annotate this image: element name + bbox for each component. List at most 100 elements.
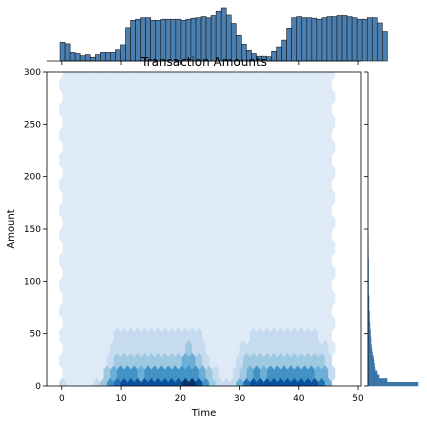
marginal-x-bar	[220, 7, 227, 62]
marginal-x-bar	[130, 20, 136, 62]
x-axis-ticks: 0 10 20 30 40 50	[59, 386, 364, 404]
hex-cell	[205, 72, 213, 81]
marginal-x-bar	[356, 18, 363, 62]
marginal-x-bar	[291, 17, 298, 62]
y-axis-label: Amount	[6, 209, 17, 248]
marginal-y-bar	[367, 348, 373, 353]
hex-cell	[144, 72, 152, 81]
hex-cell	[239, 72, 247, 81]
marginal-x-bar	[120, 44, 126, 62]
marginal-x-bar	[301, 17, 308, 62]
hex-cell	[157, 72, 166, 81]
hex-cell	[151, 72, 159, 81]
hex-cell	[123, 72, 131, 81]
hex-cell	[232, 72, 240, 81]
marginal-x-bar	[382, 31, 388, 62]
marginal-x-bar	[59, 41, 66, 62]
hex-cell	[103, 72, 111, 81]
marginal-x-bar	[64, 43, 71, 62]
marginal-x-bar	[321, 17, 328, 62]
marginal-x-bar	[266, 56, 272, 62]
hex-cell	[314, 72, 322, 81]
marginal-y-bar	[367, 366, 376, 372]
hex-cell	[328, 72, 336, 81]
marginal-y-bar	[367, 336, 372, 342]
y-axis-ticks: 0 50 100 150 200 250 300	[24, 68, 47, 392]
marginal-x-axis	[47, 60, 361, 65]
hex-cell	[287, 72, 295, 81]
x-axis-label: Time	[191, 408, 216, 419]
marginal-x-bar	[296, 16, 303, 62]
marginal-x-histogram	[59, 7, 388, 62]
hex-cell	[253, 72, 261, 81]
hex-cell	[191, 72, 200, 81]
x-tick-label: 40	[293, 394, 305, 404]
marginal-x-bar	[371, 17, 378, 62]
marginal-y-bar	[367, 381, 419, 387]
hex-cell	[198, 72, 206, 81]
marginal-x-bar	[316, 18, 323, 62]
marginal-y-bar	[367, 374, 380, 379]
hex-cell	[246, 72, 254, 81]
marginal-x-bar	[125, 27, 131, 62]
marginal-x-bar	[326, 16, 333, 62]
hex-cell	[185, 72, 193, 81]
hex-cell	[96, 72, 104, 81]
marginal-y-bar	[367, 351, 373, 357]
hexbin-cells	[59, 72, 336, 386]
marginal-x-bar	[135, 18, 141, 62]
hex-cell	[212, 72, 220, 81]
x-tick-label: 0	[59, 394, 65, 404]
chart-title: Transaction Amounts	[140, 55, 267, 69]
y-tick-label: 50	[30, 330, 42, 340]
y-tick-label: 300	[24, 68, 41, 78]
hex-cell	[178, 72, 186, 81]
marginal-x-bar	[366, 17, 373, 62]
hex-cell	[62, 72, 70, 81]
hex-cell	[76, 72, 84, 81]
marginal-y-bar	[367, 363, 375, 368]
marginal-x-bar	[110, 52, 116, 62]
marginal-y-bar	[367, 359, 375, 364]
marginal-x-bar	[336, 15, 343, 62]
y-tick-label: 0	[35, 382, 41, 392]
hex-cell	[69, 72, 77, 81]
marginal-x-bar	[84, 54, 91, 62]
hex-cell	[294, 72, 302, 81]
hex-cell	[226, 72, 234, 81]
marginal-x-bar	[351, 17, 358, 62]
marginal-x-bar	[89, 56, 96, 62]
marginal-x-bar	[331, 16, 338, 62]
marginal-x-bar	[376, 22, 383, 62]
marginal-x-bar	[281, 39, 287, 62]
marginal-y-bar	[367, 370, 378, 375]
x-tick-label: 50	[352, 394, 364, 404]
marginal-y-bar	[367, 340, 372, 345]
marginal-x-bar	[115, 49, 121, 62]
marginal-y-bar	[367, 344, 372, 349]
y-tick-label: 250	[24, 120, 41, 130]
hex-cell	[89, 72, 97, 81]
marginal-x-bar	[74, 53, 81, 62]
marginal-x-bar	[79, 55, 86, 62]
marginal-x-bar	[94, 54, 101, 62]
marginal-y-bar	[367, 355, 374, 360]
marginal-x-bar	[346, 16, 353, 62]
x-tick-label: 30	[234, 394, 246, 404]
marginal-y-histogram	[367, 235, 419, 387]
marginal-y-axis	[364, 71, 369, 387]
hex-cell	[273, 72, 281, 81]
hex-cell	[280, 72, 288, 81]
y-tick-label: 200	[24, 173, 41, 183]
marginal-x-bar	[105, 52, 111, 62]
marginal-x-bar	[69, 52, 76, 62]
hex-cell	[307, 72, 315, 81]
hex-cell	[301, 72, 309, 81]
marginal-x-bar	[100, 52, 106, 62]
hex-cell	[110, 72, 118, 81]
marginal-x-bar	[361, 18, 368, 62]
y-tick-label: 150	[24, 225, 41, 235]
x-tick-label: 10	[115, 394, 127, 404]
marginal-x-bar	[306, 17, 313, 62]
